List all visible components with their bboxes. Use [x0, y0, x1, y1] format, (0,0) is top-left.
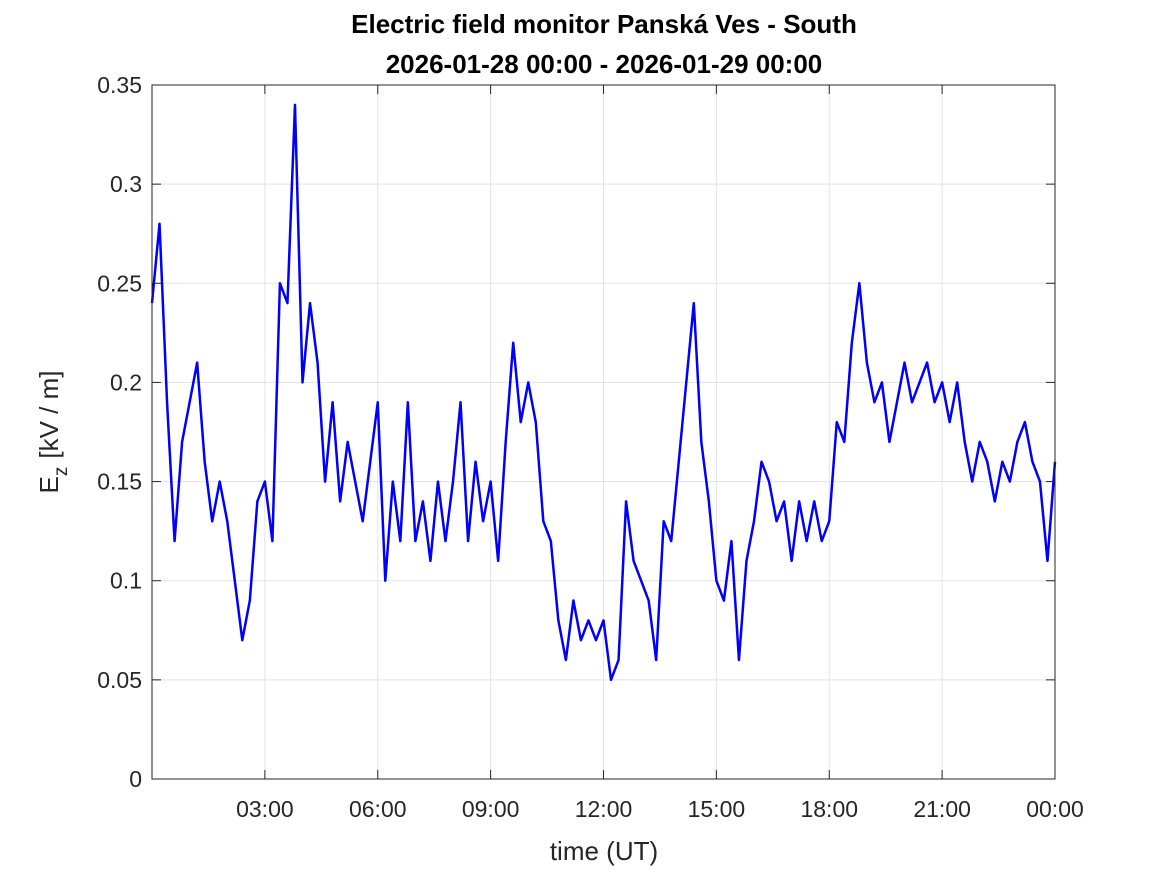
chart-subtitle: 2026-01-28 00:00 - 2026-01-29 00:00 [386, 49, 823, 79]
chart-title: Electric field monitor Panská Ves - Sout… [351, 9, 857, 39]
y-label-main: E [34, 476, 64, 493]
y-label-subscript: z [51, 467, 72, 477]
y-tick-label: 0.2 [110, 369, 142, 395]
y-tick-label: 0 [129, 766, 142, 792]
x-tick-label: 09:00 [462, 796, 520, 822]
y-tick-label: 0.1 [110, 568, 142, 594]
y-tick-label: 0.3 [110, 171, 142, 197]
y-tick-label: 0.35 [97, 72, 142, 98]
y-axis-label: Ez [kV / m] [34, 371, 72, 494]
x-tick-label: 03:00 [236, 796, 294, 822]
x-tick-label: 21:00 [913, 796, 971, 822]
y-label-unit: [kV / m] [34, 371, 64, 459]
data-line [150, 103, 1057, 682]
y-tick-label: 0.15 [97, 469, 142, 495]
y-tick-label: 0.05 [97, 667, 142, 693]
x-axis-label: time (UT) [550, 836, 658, 866]
x-tick-label: 00:00 [1026, 796, 1084, 822]
ticks: 0 0.05 0.1 0.15 0.2 0.25 0.3 0.35 03:00 06:00 09:0… [97, 72, 1084, 822]
plot [150, 103, 1057, 682]
x-tick-label: 06:00 [349, 796, 407, 822]
x-tick-label: 18:00 [800, 796, 858, 822]
y-tick-label: 0.25 [97, 270, 142, 296]
x-tick-label: 15:00 [688, 796, 746, 822]
x-tick-label: 12:00 [575, 796, 633, 822]
